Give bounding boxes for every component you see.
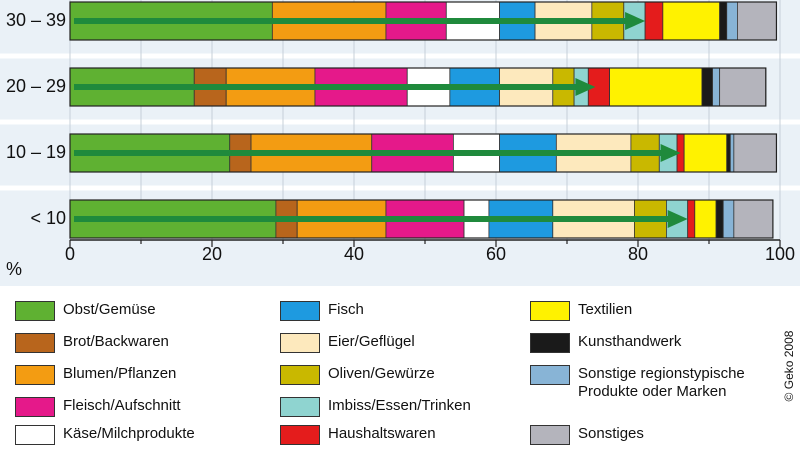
bar-segment [737,1,777,41]
bar-segment [701,67,713,107]
category-label: 20 – 29 [5,76,66,96]
legend-label: Blumen/Pflanzen [63,365,177,382]
legend-label: Haushaltswaren [328,425,436,442]
legend-label: Oliven/Gewürze [328,365,435,382]
bar-segment [687,199,696,239]
bar-segment [726,133,731,173]
legend-label: Fisch [328,301,364,318]
bar-outline [69,133,778,173]
bar-segment [733,133,777,173]
arrow-head [625,12,646,30]
bar-segment [683,133,728,173]
stacked-bar-chart [0,0,800,247]
bar-segment [719,67,767,107]
bar-outline [69,1,778,41]
bar-segment [644,1,664,41]
legend-label: Sonstiges [578,425,644,442]
arrow-head [667,210,688,228]
legend-swatch [530,365,570,385]
bar-segment [729,133,735,173]
legend-swatch [280,365,320,385]
legend-label: Käse/Milchprodukte [63,425,195,442]
bar-segment [719,1,728,41]
category-label: < 10 [30,208,66,228]
legend-swatch [280,333,320,353]
legend-swatch [530,301,570,321]
legend-label: Kunsthandwerk [578,333,682,350]
legend-swatch [280,425,320,445]
bar-segment [715,199,724,239]
legend-label: Textilien [578,301,633,318]
bar-segment [722,199,735,239]
legend-label: Sonstige regionstypische Produkte oder Ma… [578,365,745,400]
bar-segment [694,199,717,239]
legend-label: Eier/Geflügel [328,333,415,350]
x-tick-label: 80 [627,244,649,264]
bar-segment [733,199,774,239]
x-tick-label: 100 [764,244,796,264]
legend-swatch [530,425,570,445]
copyright-text: © Geko 2008 [782,330,796,402]
legend-label: Obst/Gemüse [63,301,156,318]
category-label: 10 – 19 [5,142,66,162]
x-axis-label: % [6,259,23,279]
legend-swatch [15,333,55,353]
chart-area: 30 – 39 20 – 29 10 – 19 < 10 0 20 40 60 80 100 % [0,0,800,279]
legend-swatch [280,397,320,417]
bar-outline [69,67,767,107]
x-tick-label: 60 [485,244,507,264]
arrow-head [575,78,596,96]
legend-swatch [15,301,55,321]
x-tick-label: 40 [343,244,365,264]
legend-swatch [15,425,55,445]
x-tick-label: 0 [64,244,75,264]
legend: Obst/Gemüse Brot/Backwaren Blumen/Pflanzen… [0,286,800,450]
bar-segment [662,1,721,41]
legend-label: Brot/Backwaren [63,333,169,350]
bar-outline [69,199,774,239]
x-tick-label: 20 [201,244,223,264]
bar-segment [712,67,721,107]
legend-swatch [15,365,55,385]
legend-swatch [530,333,570,353]
bar-segment [609,67,703,107]
arrow-head [660,144,681,162]
legend-swatch [15,397,55,417]
legend-swatch [280,301,320,321]
category-label: 30 – 39 [5,10,66,30]
legend-label: Imbiss/Essen/Trinken [328,397,471,414]
legend-label: Fleisch/Aufschnitt [63,397,181,414]
copyright-note: © Geko 2008 [782,296,796,436]
bar-segment [726,1,738,41]
